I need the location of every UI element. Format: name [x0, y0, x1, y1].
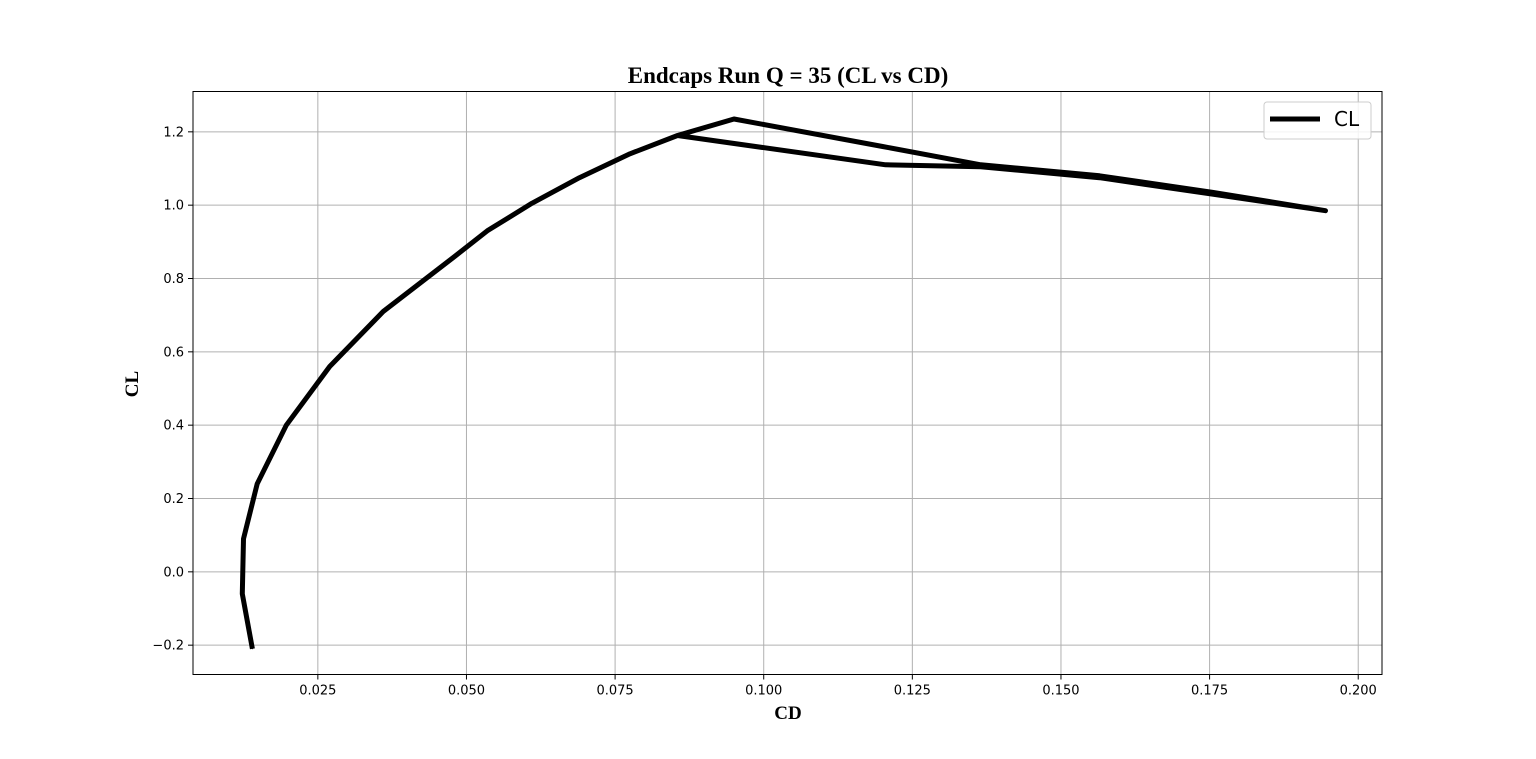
- y-axis-label: CL: [122, 371, 143, 397]
- data-point: [1099, 175, 1101, 177]
- legend-label-cl: CL: [1334, 107, 1360, 131]
- chart-title: Endcaps Run Q = 35 (CL vs CD): [628, 63, 948, 88]
- data-point: [531, 202, 533, 204]
- series-line-cl: [239, 116, 1328, 650]
- data-point: [885, 164, 887, 166]
- x-tick-label: 0.100: [745, 684, 782, 699]
- data-point: [1212, 193, 1214, 195]
- data-point: [251, 648, 253, 650]
- y-tick-label: 1.2: [163, 125, 184, 140]
- data-point: [677, 135, 678, 136]
- data-point: [1212, 191, 1214, 193]
- data-point: [578, 177, 580, 179]
- x-tick-label: 0.025: [299, 684, 336, 699]
- data-point: [241, 593, 243, 595]
- x-tick-label: 0.175: [1191, 684, 1228, 699]
- plot-frame: [192, 91, 1383, 675]
- x-axis-label: CD: [774, 703, 801, 724]
- data-point: [243, 538, 244, 540]
- data-point: [382, 311, 384, 312]
- y-tick-label: 0.2: [163, 492, 184, 507]
- series-layer: [239, 116, 1328, 650]
- data-point: [733, 118, 735, 120]
- y-tick-label: 0.8: [163, 272, 184, 287]
- y-tick-label: 0.0: [163, 565, 184, 580]
- x-tick-label: 0.075: [596, 684, 633, 699]
- x-tick-label: 0.125: [894, 684, 931, 699]
- data-point: [980, 166, 982, 168]
- data-point: [329, 366, 331, 367]
- grid-lines: [193, 91, 1382, 675]
- data-point: [454, 256, 456, 257]
- data-point: [882, 146, 884, 147]
- data-point: [1325, 210, 1326, 212]
- tick-layer: 0.025 0.050 0.075 0.100 0.125 0.150 0.175 0.200…: [152, 125, 1376, 698]
- x-tick-label: 0.200: [1340, 684, 1377, 699]
- data-point: [629, 153, 631, 155]
- data-point: [1099, 177, 1101, 179]
- data-point: [256, 483, 258, 485]
- legend: CL: [1263, 101, 1372, 140]
- y-tick-label: 1.0: [163, 199, 184, 214]
- y-tick-label: −0.2: [152, 639, 184, 654]
- y-tick-label: 0.4: [163, 419, 184, 434]
- x-tick-label: 0.050: [448, 684, 485, 699]
- data-point: [486, 230, 488, 232]
- data-point: [980, 164, 982, 166]
- y-tick-label: 0.6: [163, 345, 184, 360]
- x-tick-label: 0.150: [1042, 684, 1079, 699]
- data-point: [285, 424, 287, 426]
